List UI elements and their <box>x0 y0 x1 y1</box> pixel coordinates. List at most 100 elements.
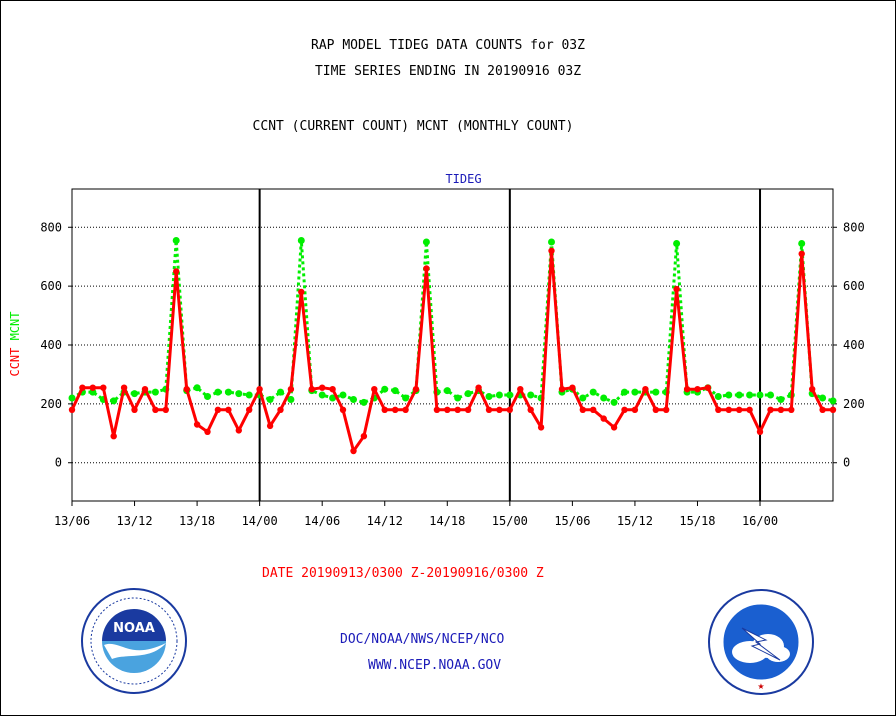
data-point-ccnt <box>110 433 117 440</box>
noaa-logo-text: NOAA <box>113 621 155 636</box>
data-point-ccnt <box>610 424 618 431</box>
data-point-mcnt <box>214 388 222 396</box>
data-point-mcnt <box>131 390 138 398</box>
data-point-ccnt <box>298 288 305 296</box>
data-point-ccnt <box>412 386 420 393</box>
data-point-mcnt <box>287 396 295 403</box>
data-point-mcnt <box>548 238 555 246</box>
data-point-mcnt <box>193 384 201 392</box>
date-range-label: DATE 20190913/0300 Z-20190916/0300 Z <box>262 566 544 581</box>
x-tick-label: 13/12 <box>116 514 152 528</box>
website-link[interactable]: WWW.NCEP.NOAA.GOV <box>368 658 502 673</box>
data-point-ccnt <box>590 406 597 413</box>
series-line-ccnt <box>70 249 833 453</box>
data-point-ccnt <box>173 268 180 275</box>
data-point-ccnt <box>183 386 190 393</box>
data-point-mcnt <box>422 238 430 246</box>
data-point-mcnt <box>110 397 118 405</box>
data-point-ccnt <box>120 384 128 391</box>
data-point-ccnt <box>329 386 336 393</box>
data-point-ccnt <box>371 386 378 393</box>
data-point-mcnt <box>631 388 639 396</box>
data-point-ccnt <box>798 250 805 257</box>
data-point-ccnt <box>746 406 753 413</box>
data-point-ccnt <box>527 406 534 413</box>
x-tick-label: 13/18 <box>179 514 215 528</box>
data-point-ccnt <box>392 406 399 413</box>
data-point-mcnt <box>527 391 535 399</box>
x-tick-label: 15/18 <box>679 514 715 528</box>
data-point-mcnt <box>350 396 357 403</box>
data-point-mcnt <box>339 391 347 399</box>
data-point-ccnt <box>829 406 837 413</box>
data-point-ccnt <box>423 265 430 272</box>
data-point-ccnt <box>600 415 607 422</box>
data-point-ccnt <box>68 406 76 413</box>
y-tick-label-right: 600 <box>843 279 865 293</box>
data-point-mcnt <box>579 394 587 402</box>
chart-title-line1: RAP MODEL TIDEG DATA COUNTS for 03Z <box>311 38 585 53</box>
organization-label: DOC/NOAA/NWS/NCEP/NCO <box>340 632 505 647</box>
data-point-mcnt <box>798 240 806 247</box>
data-point-mcnt <box>495 391 503 399</box>
data-point-ccnt <box>350 447 357 455</box>
x-tick-label: 14/00 <box>242 514 278 528</box>
data-point-ccnt <box>725 406 732 413</box>
y-tick-label-right: 0 <box>843 456 850 470</box>
data-point-mcnt <box>767 391 774 399</box>
data-point-ccnt <box>402 406 409 413</box>
data-point-ccnt <box>204 428 211 435</box>
x-tick-label: 16/00 <box>742 514 778 528</box>
x-tick-label: 14/18 <box>429 514 465 528</box>
data-point-mcnt <box>714 393 722 400</box>
data-point-ccnt <box>308 386 315 393</box>
data-point-mcnt <box>600 394 608 402</box>
data-point-mcnt <box>506 391 514 399</box>
data-point-ccnt <box>100 384 107 391</box>
data-point-ccnt <box>319 384 326 391</box>
data-point-ccnt <box>464 406 472 413</box>
x-tick-label: 15/00 <box>492 514 528 528</box>
data-point-mcnt <box>297 237 305 244</box>
y-tick-label-left: 400 <box>40 338 62 352</box>
data-point-ccnt <box>89 384 97 391</box>
data-point-ccnt <box>642 386 649 393</box>
x-tick-label: 15/12 <box>617 514 653 528</box>
data-point-ccnt <box>517 386 524 393</box>
x-tick-label: 13/06 <box>54 514 90 528</box>
data-point-mcnt <box>610 398 618 406</box>
data-point-ccnt <box>621 406 628 413</box>
data-point-ccnt <box>579 406 586 413</box>
data-point-mcnt <box>151 388 159 396</box>
data-point-ccnt <box>809 386 816 393</box>
data-point-mcnt <box>777 396 785 403</box>
y-tick-label-left: 200 <box>40 397 62 411</box>
y-tick-label-right: 800 <box>843 220 865 234</box>
data-point-ccnt <box>256 386 263 393</box>
nws-logo-icon: ★ <box>708 589 814 695</box>
data-point-ccnt <box>246 406 253 413</box>
data-point-ccnt <box>152 406 159 413</box>
data-point-ccnt <box>569 384 576 391</box>
data-point-ccnt <box>663 406 670 413</box>
data-point-ccnt <box>631 406 639 413</box>
data-point-ccnt <box>235 427 242 434</box>
data-point-ccnt <box>694 386 701 393</box>
data-point-mcnt <box>464 390 472 398</box>
data-point-ccnt <box>433 406 441 413</box>
data-point-ccnt <box>777 406 785 413</box>
y-tick-label-right: 400 <box>843 338 865 352</box>
data-point-mcnt <box>589 388 597 396</box>
noaa-logo-icon: NOAA <box>81 588 187 694</box>
data-point-mcnt <box>277 388 284 396</box>
data-point-mcnt <box>235 390 243 398</box>
data-point-ccnt <box>131 406 138 413</box>
chart-title-line3: CCNT (CURRENT COUNT) MCNT (MONTHLY COUNT… <box>252 119 574 134</box>
data-point-ccnt <box>141 386 149 393</box>
y-tick-label-left: 600 <box>40 279 62 293</box>
data-point-mcnt <box>746 391 754 399</box>
chart-subtitle: TIDEG <box>445 172 481 186</box>
data-point-ccnt <box>485 406 493 413</box>
data-point-ccnt <box>683 386 691 393</box>
